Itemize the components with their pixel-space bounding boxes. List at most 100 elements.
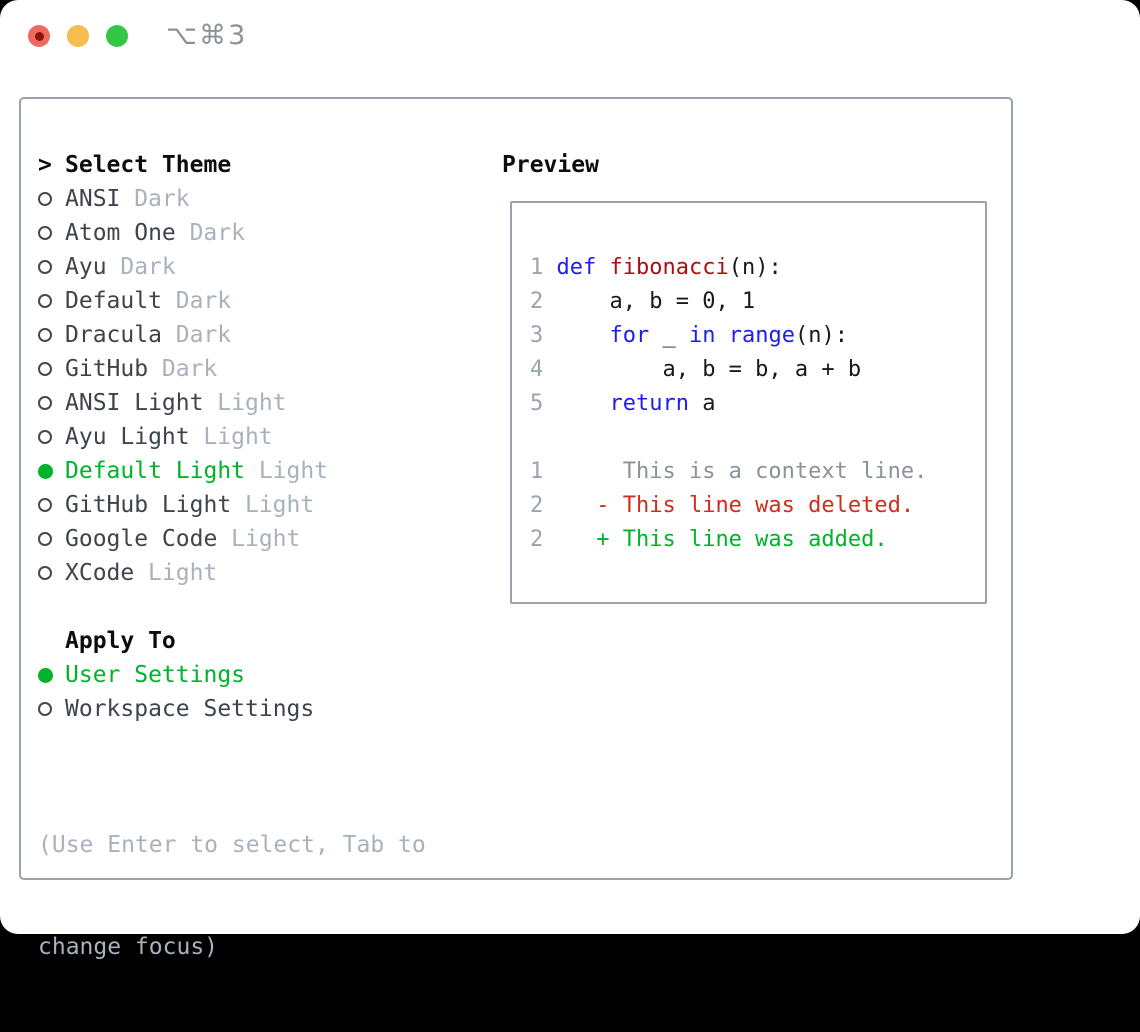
theme-option-google-code[interactable]: Google Code Light (38, 522, 488, 556)
help-text-line: (Use Enter to select, Tab to (38, 832, 426, 858)
theme-option-atom-one[interactable]: Atom One Dark (38, 216, 488, 250)
theme-list-column: > Select Theme ANSI Dark Atom One Dark Ayu… (38, 148, 488, 1032)
code-token: _ (649, 323, 689, 348)
theme-option-label: Ayu Light (65, 424, 190, 450)
theme-option-ansi[interactable]: ANSI Dark (38, 182, 488, 216)
apply-to-title: Apply To (65, 628, 176, 654)
focus-caret-icon: > (38, 152, 52, 178)
line-number: 2 (530, 289, 557, 314)
select-theme-header: > Select Theme (38, 148, 488, 182)
code-line: 4 a, b = b, a + b (530, 353, 985, 387)
radio-selected-icon (38, 667, 53, 683)
traffic-lights (28, 25, 128, 47)
code-token: a, b = 0, 1 (556, 289, 756, 314)
variant-label: Light (217, 390, 287, 416)
radio-icon (38, 702, 52, 716)
theme-option-label: XCode (65, 560, 135, 586)
theme-option-dracula[interactable]: Dracula Dark (38, 318, 488, 352)
theme-option-label: ANSI Light (65, 390, 204, 416)
radio-icon (38, 498, 52, 512)
code-line: 5 return a (530, 387, 985, 421)
line-number: 1 (530, 459, 557, 484)
apply-options-list: User Settings Workspace Settings (38, 658, 488, 726)
theme-option-label: Google Code (65, 526, 218, 552)
code-token (557, 323, 610, 348)
variant-label: Light (258, 458, 329, 484)
apply-to-header: Apply To (38, 624, 488, 658)
variant-label: Dark (189, 220, 245, 246)
line-number: 3 (530, 323, 557, 348)
code-token: a, b = b, a + b (556, 357, 862, 382)
variant-label: Light (244, 492, 315, 518)
titlebar: ⌥⌘3 (0, 0, 1140, 97)
apply-option-user-settings[interactable]: User Settings (38, 658, 488, 692)
line-number: 5 (530, 391, 557, 416)
radio-icon (38, 294, 52, 308)
code-token: a (688, 391, 716, 416)
theme-option-xcode[interactable]: XCode Light (38, 556, 488, 590)
line-number: 4 (530, 357, 557, 382)
theme-options-list: ANSI Dark Atom One Dark Ayu Dark Default Dar… (38, 182, 488, 590)
theme-option-label: Dracula (65, 322, 162, 348)
theme-option-default-light[interactable]: Default Light Light (38, 454, 488, 488)
help-text: (Use Enter to select, Tab to change focu… (38, 760, 488, 1032)
code-token: def (556, 255, 597, 280)
apply-option-workspace-settings[interactable]: Workspace Settings (38, 692, 488, 726)
code-token: fibonacci (609, 255, 729, 280)
theme-option-label: Default (65, 288, 162, 314)
code-line: 2 a, b = 0, 1 (530, 285, 985, 319)
spacer (38, 726, 488, 760)
variant-label: Dark (175, 322, 232, 348)
code-token (715, 323, 728, 348)
code-token (557, 391, 610, 416)
minimize-button[interactable] (67, 25, 89, 47)
theme-option-label: Ayu (65, 254, 107, 280)
select-theme-title: Select Theme (65, 152, 232, 178)
theme-picker-panel: > Select Theme ANSI Dark Atom One Dark Ayu… (19, 97, 1013, 960)
code-token: return (609, 391, 689, 416)
radio-icon (38, 260, 52, 274)
radio-icon (38, 566, 52, 580)
theme-option-default[interactable]: Default Dark (38, 284, 488, 318)
theme-option-label: GitHub Light (65, 492, 232, 518)
maximize-button[interactable] (106, 25, 128, 47)
code-line: 3 for _ in range(n): (530, 319, 985, 353)
variant-label: Light (148, 560, 218, 586)
radio-icon (38, 328, 52, 342)
radio-icon (38, 192, 52, 206)
code-line (530, 421, 985, 455)
variant-label: Dark (120, 254, 176, 280)
window-title: ⌥⌘3 (166, 20, 248, 51)
spacer (38, 590, 488, 624)
code-token: in (688, 323, 716, 348)
close-dot-icon (34, 31, 44, 41)
line-number: 2 (530, 527, 557, 552)
radio-icon (38, 396, 52, 410)
theme-option-label: Atom One (65, 220, 176, 246)
theme-option-label: ANSI (65, 186, 121, 212)
line-number: 2 (530, 493, 557, 518)
theme-option-github[interactable]: GitHub Dark (38, 352, 488, 386)
theme-option-ansi-light[interactable]: ANSI Light Light (38, 386, 488, 420)
code-line: 1 def fibonacci(n): (530, 251, 985, 285)
variant-label: Light (203, 424, 273, 450)
code-line: 2 - This line was deleted. (530, 489, 985, 523)
radio-icon (38, 532, 52, 546)
close-button[interactable] (28, 25, 50, 47)
radio-icon (38, 226, 52, 240)
theme-option-ayu-light[interactable]: Ayu Light Light (38, 420, 488, 454)
apply-option-label: Workspace Settings (65, 696, 315, 722)
code-token: - This line was deleted. (556, 493, 915, 518)
code-token: + This line was added. (556, 527, 888, 552)
theme-option-github-light[interactable]: GitHub Light Light (38, 488, 488, 522)
code-token: (n): (728, 255, 782, 280)
app-window: ⌥⌘3 > Select Theme ANSI Dark Atom One Dark… (0, 0, 1140, 960)
variant-label: Dark (161, 356, 218, 382)
code-token: for (609, 323, 650, 348)
variant-label: Dark (134, 186, 190, 212)
radio-icon (38, 362, 52, 376)
theme-option-ayu[interactable]: Ayu Dark (38, 250, 488, 284)
code-line: 1 This is a context line. (530, 455, 985, 489)
code-line: 2 + This line was added. (530, 523, 985, 557)
